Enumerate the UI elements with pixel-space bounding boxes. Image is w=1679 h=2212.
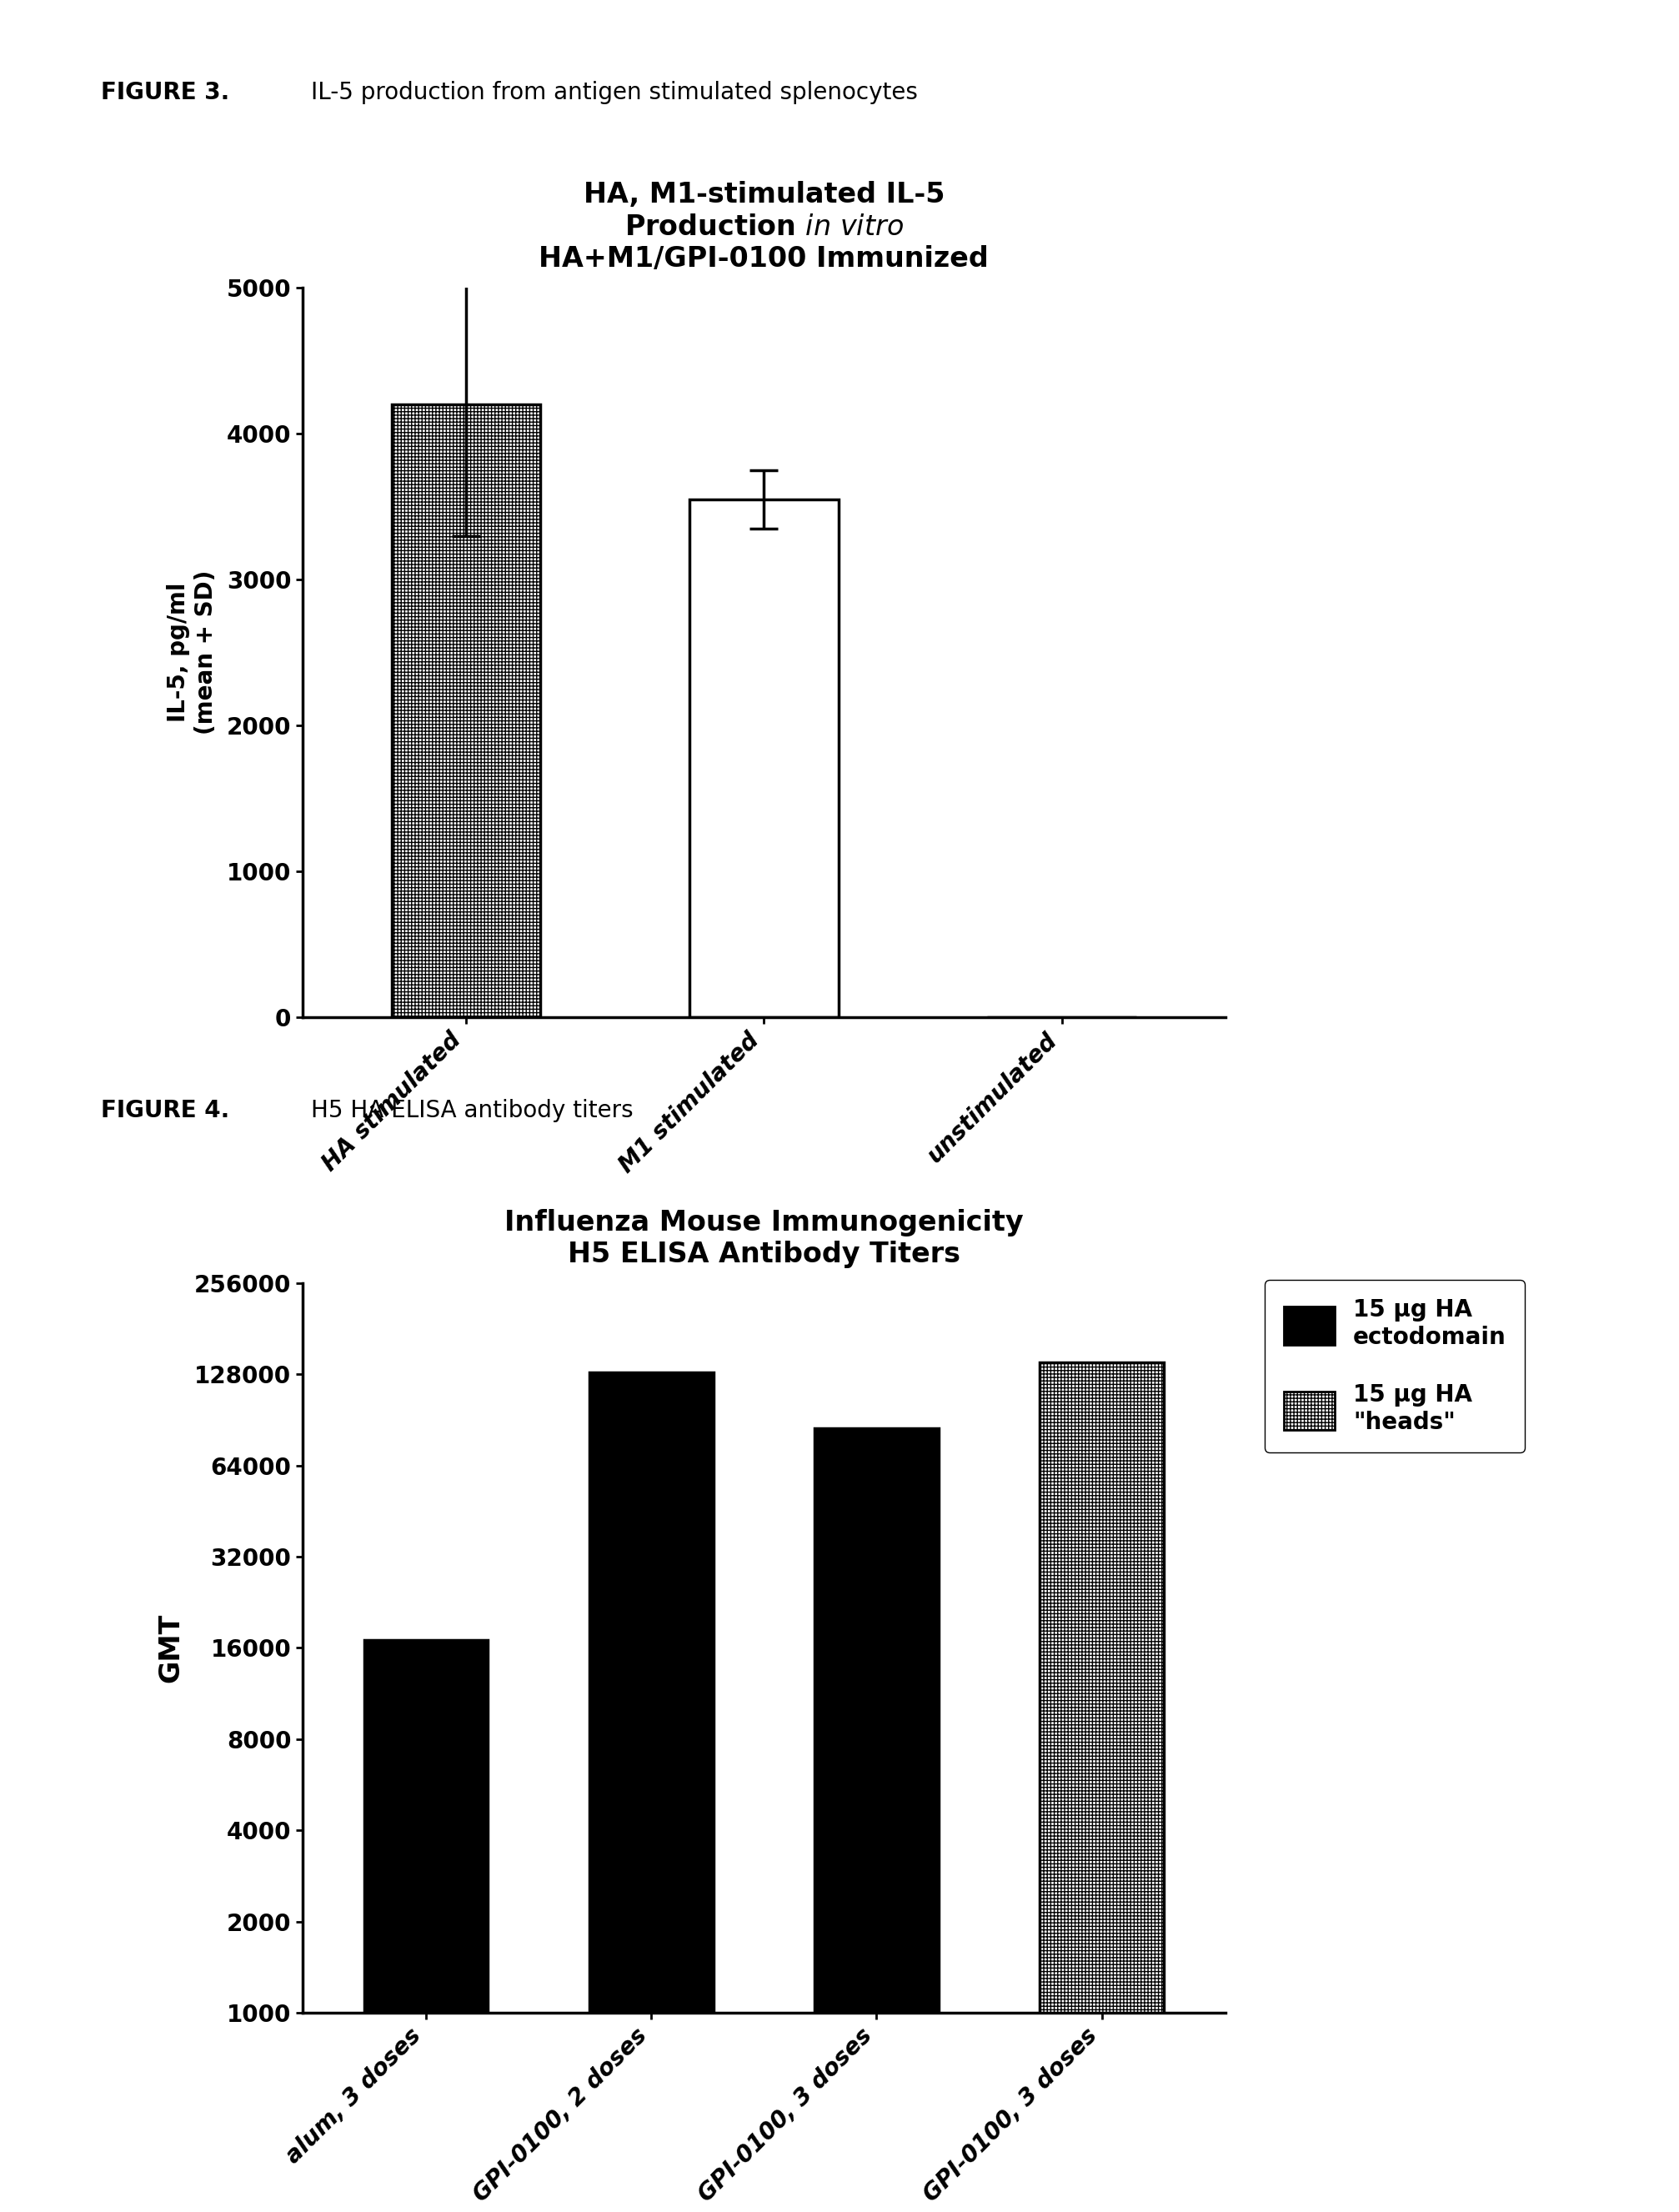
Title: Influenza Mouse Immunogenicity
H5 ELISA Antibody Titers: Influenza Mouse Immunogenicity H5 ELISA … — [504, 1208, 1024, 1267]
Bar — [391, 405, 541, 1018]
Bar — [364, 1639, 489, 2212]
Bar — [1039, 1363, 1164, 2212]
Y-axis label: IL-5, pg/ml
(mean + SD): IL-5, pg/ml (mean + SD) — [166, 571, 217, 734]
Y-axis label: GMT: GMT — [158, 1613, 185, 1683]
Text: H5 HA ELISA antibody titers: H5 HA ELISA antibody titers — [311, 1099, 633, 1121]
Title: HA, M1-stimulated IL-5
Production $\it{in\ vitro}$
HA+M1/GPI-0100 Immunized: HA, M1-stimulated IL-5 Production $\it{i… — [539, 181, 989, 272]
Bar — [589, 1371, 714, 2212]
Bar — [814, 1429, 939, 2212]
Bar — [690, 500, 838, 1018]
Text: IL-5 production from antigen stimulated splenocytes: IL-5 production from antigen stimulated … — [311, 82, 917, 104]
Text: FIGURE 4.: FIGURE 4. — [101, 1099, 230, 1121]
Legend: 15 μg HA
ectodomain, 15 μg HA
"heads": 15 μg HA ectodomain, 15 μg HA "heads" — [1264, 1281, 1525, 1453]
Text: FIGURE 3.: FIGURE 3. — [101, 82, 230, 104]
